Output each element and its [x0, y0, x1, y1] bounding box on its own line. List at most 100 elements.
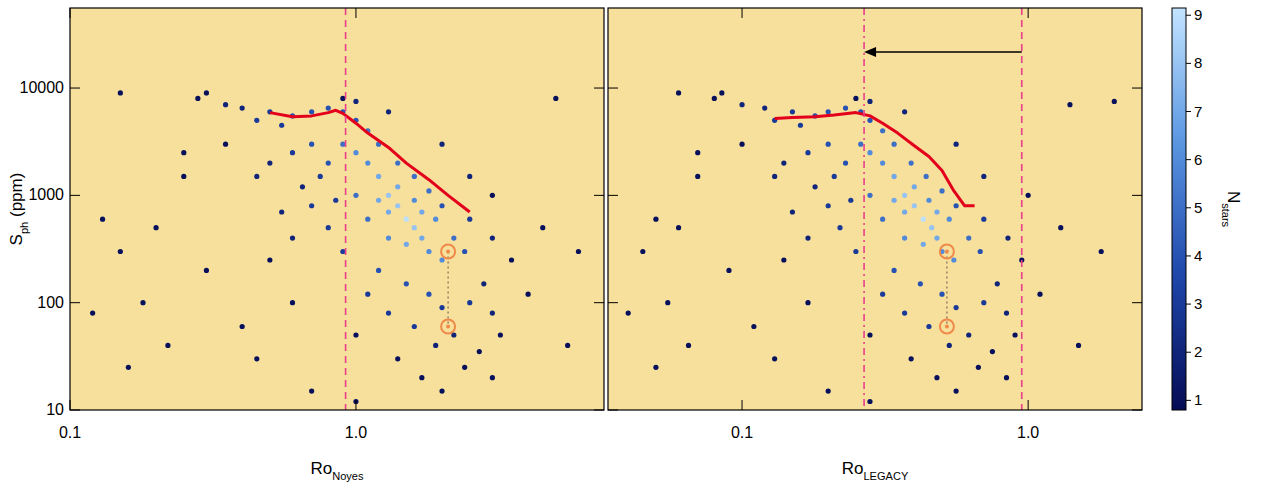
star-point	[333, 198, 338, 203]
star-point	[290, 300, 295, 305]
colorbar-tick	[1186, 15, 1191, 16]
sun-marker	[940, 244, 954, 258]
star-point	[204, 268, 209, 273]
star-point	[918, 281, 923, 286]
star-point	[843, 160, 848, 165]
y-tick	[608, 302, 618, 303]
star-point	[526, 292, 531, 297]
star-point	[921, 217, 926, 222]
star-point	[912, 203, 917, 208]
star-point	[826, 109, 831, 114]
star-point	[439, 142, 444, 147]
star-point	[902, 193, 907, 198]
arrow-head	[864, 47, 876, 57]
star-point	[880, 292, 885, 297]
y-tick	[594, 410, 604, 411]
connector	[448, 252, 449, 327]
star-point	[395, 203, 400, 208]
star-point	[462, 249, 467, 254]
star-point	[739, 102, 744, 107]
colorbar-tick	[1186, 352, 1191, 353]
star-point	[240, 324, 245, 329]
star-point	[867, 150, 872, 155]
star-point	[254, 118, 259, 123]
star-point	[665, 300, 670, 305]
sun-dot	[945, 324, 949, 328]
star-point	[254, 174, 259, 179]
star-point	[772, 174, 777, 179]
star-point	[419, 209, 424, 214]
star-point	[353, 150, 358, 155]
star-point	[353, 99, 358, 104]
star-point	[490, 375, 495, 380]
star-point	[902, 235, 907, 240]
star-point	[947, 343, 952, 348]
star-point	[223, 102, 228, 107]
star-point	[1037, 292, 1042, 297]
star-point	[490, 235, 495, 240]
star-point	[981, 300, 986, 305]
star-point	[978, 249, 983, 254]
x-tick-label: 1.0	[1017, 424, 1039, 441]
star-point	[181, 174, 186, 179]
connector	[946, 252, 947, 327]
star-point	[340, 96, 345, 101]
star-point	[805, 235, 810, 240]
colorbar-tick-label: 8	[1194, 54, 1202, 71]
colorbar-tick-label: 9	[1194, 6, 1202, 23]
star-point	[853, 96, 858, 101]
star-point	[676, 225, 681, 230]
star-point	[340, 249, 345, 254]
star-point	[395, 160, 400, 165]
star-point	[640, 249, 645, 254]
star-point	[386, 310, 391, 315]
star-point	[365, 160, 370, 165]
star-point	[772, 356, 777, 361]
star-point	[365, 217, 370, 222]
star-point	[90, 310, 95, 315]
star-point	[118, 249, 123, 254]
x-tick	[355, 400, 356, 410]
star-point	[990, 349, 995, 354]
star-point	[412, 174, 417, 179]
star-point	[309, 109, 314, 114]
star-point	[467, 300, 472, 305]
data-layer	[626, 8, 1117, 410]
star-point	[934, 209, 939, 214]
star-point	[858, 142, 863, 147]
x-axis-label: RoLEGACY	[842, 459, 909, 482]
star-point	[140, 300, 145, 305]
star-point	[966, 235, 971, 240]
y-tick	[70, 410, 80, 411]
plot-frame	[608, 8, 1142, 410]
star-point	[880, 128, 885, 133]
x-tick	[70, 400, 71, 410]
star-point	[576, 249, 581, 254]
star-point	[853, 249, 858, 254]
star-point	[318, 174, 323, 179]
star-point	[924, 174, 929, 179]
star-point	[100, 217, 105, 222]
star-point	[1076, 343, 1081, 348]
star-point	[290, 235, 295, 240]
star-point	[309, 203, 314, 208]
star-point	[1026, 193, 1031, 198]
star-point	[326, 160, 331, 165]
star-point	[1005, 235, 1010, 240]
star-point	[540, 225, 545, 230]
star-point	[739, 142, 744, 147]
star-point	[939, 292, 944, 297]
sun-ring	[940, 319, 954, 333]
star-point	[867, 399, 872, 404]
y-tick	[594, 195, 604, 196]
label-sub: ph	[18, 222, 30, 234]
colorbar-scale	[1172, 8, 1186, 410]
star-point	[498, 332, 503, 337]
figure: 0.11.010100100010000RoNoyesSph (ppm)0.11…	[0, 0, 1280, 491]
star-point	[686, 343, 691, 348]
star-point	[892, 142, 897, 147]
label-main: Ro	[842, 459, 864, 478]
sun-dot	[945, 249, 949, 253]
sun-marker	[441, 244, 455, 258]
trend-line	[775, 113, 975, 206]
